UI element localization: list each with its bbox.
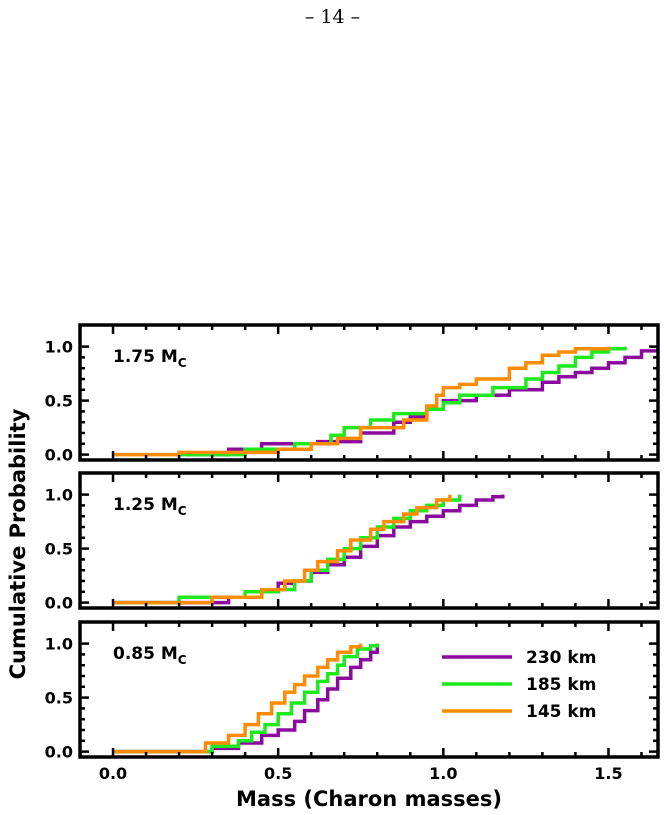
y-axis-label: Cumulative Probability (6, 408, 30, 679)
x-axis-label: Mass (Charon masses) (236, 787, 502, 811)
panel-1: 0.0 0.5 1.0 1.75 MC (45, 323, 660, 465)
panel-label-subscript: C (178, 504, 187, 518)
panel-label: 1.75 MC (113, 347, 187, 370)
y-tick-label: 1.0 (45, 486, 73, 505)
panel-frame (78, 471, 660, 610)
series-line-145-km (113, 494, 452, 605)
panel-label-subscript: C (178, 356, 187, 370)
x-tick-label: 1.5 (594, 764, 622, 783)
y-tick-label: 0.0 (45, 594, 73, 613)
series-group (113, 643, 380, 754)
legend: 230 km 185 km 145 km (442, 648, 596, 722)
panel-frame (78, 323, 660, 462)
panel-label-subscript: C (178, 653, 187, 667)
y-tick-label: 0.5 (45, 689, 73, 708)
series-group (113, 346, 658, 457)
panel-label-main: 1.75 M (113, 347, 178, 367)
series-line-230-km (113, 643, 380, 754)
series-group (113, 494, 505, 605)
panel-label: 0.85 MC (113, 644, 187, 667)
legend-label: 230 km (526, 648, 596, 668)
series-line-145-km (113, 643, 363, 754)
panel-label-main: 1.25 M (113, 495, 178, 515)
series-line-145-km (113, 346, 611, 457)
x-tick-label: 1.0 (429, 764, 457, 783)
panel-frame (78, 620, 660, 759)
panel-3: 0.0 0.5 1.0 0.85 MC (45, 620, 660, 762)
panel-2: 0.0 0.5 1.0 1.25 MC (45, 471, 660, 613)
y-tick-label: 1.0 (45, 635, 73, 654)
panel-label: 1.25 MC (113, 495, 187, 518)
panels-layer: 0.00.51.0 1.75 MC0.00.51.0 1.25 MC0.00.51.… (45, 323, 660, 783)
y-tick-label: 1.0 (45, 338, 73, 357)
legend-label: 145 km (526, 702, 596, 722)
series-line-230-km (185, 346, 658, 457)
series-line-185-km (113, 643, 380, 754)
panel-label-main: 0.85 M (113, 644, 178, 664)
y-tick-label: 0.0 (45, 446, 73, 465)
x-tick-labels: 0.0 0.5 1.0 1.5 (99, 764, 623, 783)
x-tick-label: 0.0 (99, 764, 127, 783)
y-tick-label: 0.0 (45, 743, 73, 762)
y-tick-label: 0.5 (45, 392, 73, 411)
legend-label: 185 km (526, 675, 596, 695)
y-tick-label: 0.5 (45, 540, 73, 559)
series-line-230-km (113, 494, 505, 605)
series-line-185-km (179, 346, 627, 457)
page-number: – 14 – (304, 6, 361, 28)
x-tick-label: 0.5 (264, 764, 292, 783)
